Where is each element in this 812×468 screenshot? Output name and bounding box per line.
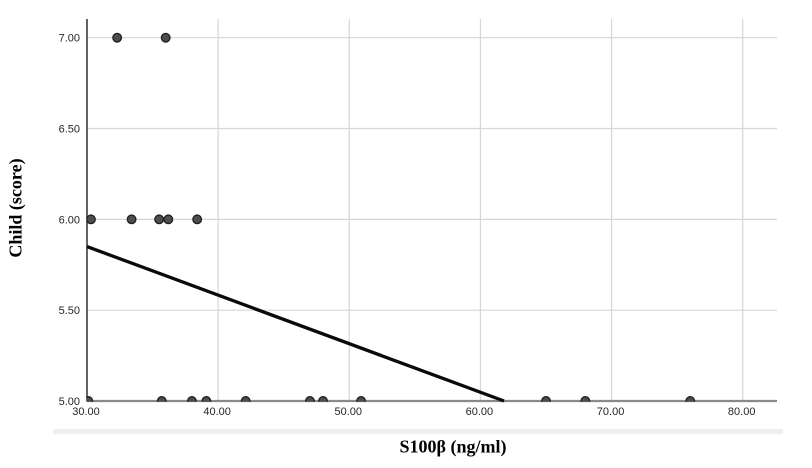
data-point <box>163 214 174 225</box>
data-point <box>154 214 165 225</box>
x-tick-label: 70.00 <box>597 406 625 418</box>
data-point <box>580 396 591 402</box>
y-tick-label: 7.00 <box>59 33 80 45</box>
fit-line <box>86 245 505 403</box>
data-point <box>126 214 137 225</box>
data-point <box>356 396 367 402</box>
chart-frame-bottom-edge <box>53 429 783 434</box>
x-tick-label: 80.00 <box>728 406 756 418</box>
data-point <box>304 396 315 402</box>
data-point <box>541 396 551 402</box>
scatter-points <box>86 32 696 402</box>
x-tick-label: 40.00 <box>203 406 231 418</box>
data-point <box>685 396 696 402</box>
y-tick-label: 5.50 <box>59 305 80 317</box>
data-point <box>192 214 203 225</box>
data-point <box>112 32 123 43</box>
data-point <box>156 396 167 402</box>
data-point <box>86 396 94 402</box>
data-point <box>201 396 212 402</box>
y-tick-label: 5.00 <box>59 396 80 408</box>
x-axis-title: S100β (ng/ml) <box>399 436 507 457</box>
data-point <box>160 32 171 43</box>
x-tick-label: 60.00 <box>466 406 494 418</box>
data-point <box>318 396 329 402</box>
data-point <box>86 214 96 225</box>
data-point <box>186 396 197 402</box>
x-tick-label: 50.00 <box>335 406 363 418</box>
y-tick-label: 6.00 <box>59 214 80 226</box>
y-tick-label: 6.50 <box>59 124 80 136</box>
x-tick-label: 30.00 <box>72 406 100 418</box>
data-point <box>240 396 251 402</box>
